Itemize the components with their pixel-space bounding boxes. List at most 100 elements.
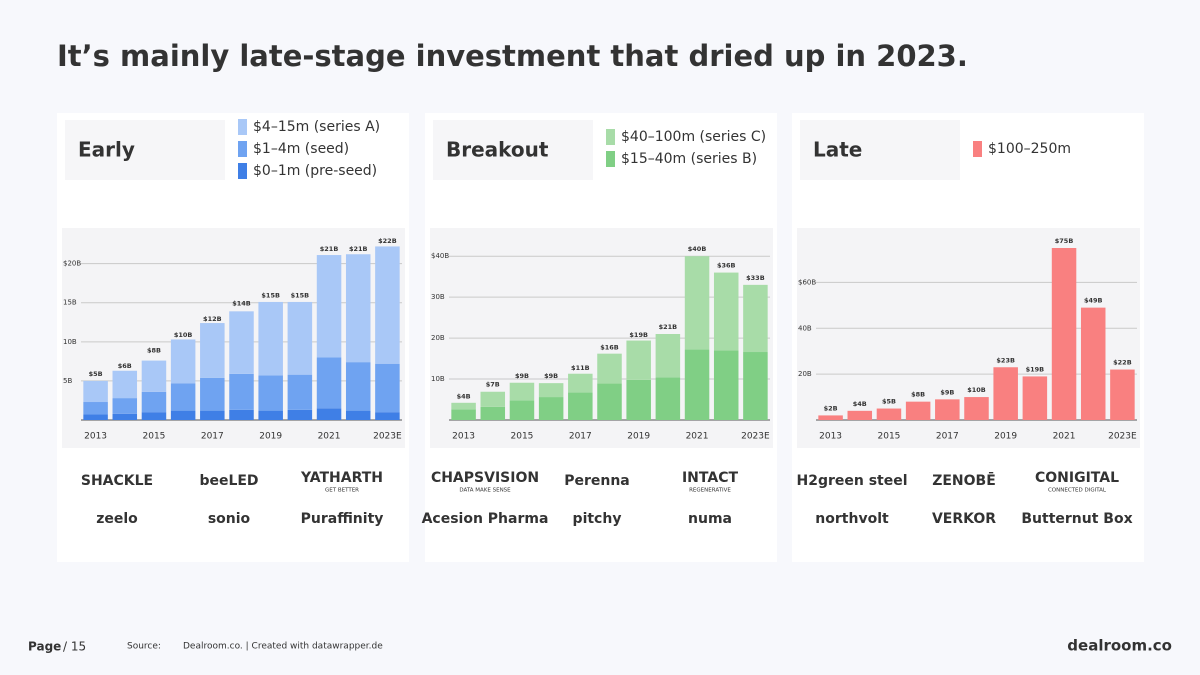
legend-swatch bbox=[973, 141, 982, 157]
y-tick-label: 10B bbox=[431, 375, 445, 383]
logo: SHACKLE bbox=[81, 473, 153, 489]
total-label: $10B bbox=[174, 331, 193, 339]
y-tick-label: 5B bbox=[63, 377, 72, 385]
bar-segment bbox=[316, 408, 342, 420]
y-tick-label: 15B bbox=[63, 299, 77, 307]
total-label: $15B bbox=[291, 292, 310, 300]
slide-title: It’s mainly late-stage investment that d… bbox=[57, 39, 968, 73]
bar-segment bbox=[480, 406, 506, 420]
total-label: $6B bbox=[118, 362, 132, 370]
bar-segment bbox=[597, 383, 622, 420]
x-tick-label: 2021 bbox=[686, 432, 709, 442]
panel-header bbox=[433, 120, 593, 180]
total-label: $36B bbox=[717, 262, 736, 270]
value-label: $8B bbox=[911, 391, 925, 399]
value-label: $9B bbox=[940, 388, 954, 396]
legend-label: $1–4m (seed) bbox=[253, 141, 349, 157]
bar-segment bbox=[597, 353, 622, 384]
bar-segment bbox=[538, 397, 564, 420]
bar-segment bbox=[655, 334, 681, 378]
logo: YATHARTH bbox=[300, 470, 383, 486]
logo: INTACT bbox=[682, 470, 738, 486]
total-label: $11B bbox=[571, 364, 590, 372]
bar-segment bbox=[1110, 369, 1135, 420]
logo: numa bbox=[688, 511, 732, 527]
bar-segment bbox=[684, 256, 710, 350]
value-label: $2B bbox=[824, 404, 838, 412]
panels: Early $4–15m (series A) $1–4m (seed) $0–1m … bbox=[57, 113, 1144, 562]
bar-segment bbox=[287, 301, 313, 375]
value-label: $10B bbox=[967, 386, 986, 394]
bar-segment bbox=[345, 362, 371, 411]
page-count: / 15 bbox=[63, 640, 86, 654]
bar-segment bbox=[258, 375, 283, 411]
bar-segment bbox=[876, 408, 902, 420]
logo: CHAPSVISION bbox=[431, 470, 539, 486]
bar-segment bbox=[847, 410, 873, 420]
bar-segment bbox=[451, 402, 476, 410]
bar-segment bbox=[964, 397, 989, 420]
source-label: Source: bbox=[127, 642, 161, 652]
bar-segment bbox=[993, 367, 1018, 420]
bar-segment bbox=[229, 311, 254, 374]
bar-segment bbox=[626, 340, 651, 380]
logo-tagline: DATA MAKE SENSE bbox=[459, 488, 511, 494]
logo: VERKOR bbox=[932, 511, 996, 527]
bar-segment bbox=[818, 415, 843, 420]
value-label: $49B bbox=[1084, 297, 1103, 305]
value-label: $4B bbox=[853, 400, 867, 408]
x-tick-label: 2013 bbox=[819, 432, 842, 442]
x-tick-label: 2019 bbox=[994, 432, 1017, 442]
total-label: $40B bbox=[688, 245, 707, 253]
x-tick-label: 2023E bbox=[1108, 432, 1137, 442]
legend-swatch bbox=[238, 141, 247, 157]
bar-segment bbox=[345, 410, 371, 420]
logo-tagline: CONNECTED DIGITAL bbox=[1048, 488, 1107, 494]
bar-segment bbox=[83, 414, 108, 420]
x-tick-label: 2015 bbox=[878, 432, 901, 442]
logo-tagline: GET BETTER bbox=[325, 488, 359, 494]
x-tick-label: 2019 bbox=[627, 432, 650, 442]
y-tick-label: $20B bbox=[63, 260, 81, 268]
legend-label: $4–15m (series A) bbox=[253, 119, 380, 135]
bar-segment bbox=[568, 373, 593, 393]
logo-tagline: REGENERATIVE bbox=[689, 488, 731, 494]
total-label: $19B bbox=[629, 331, 648, 339]
y-tick-label: $40B bbox=[431, 252, 449, 260]
total-label: $12B bbox=[203, 315, 222, 323]
logo: Acesion Pharma bbox=[422, 511, 549, 527]
bar-segment bbox=[287, 374, 313, 410]
bar-segment bbox=[200, 323, 225, 378]
brand-logo: dealroom.co bbox=[1067, 637, 1172, 655]
logo: pitchy bbox=[573, 511, 622, 527]
bar-segment bbox=[200, 377, 225, 411]
bar-segment bbox=[287, 409, 313, 420]
logo: H2green steel bbox=[796, 473, 907, 489]
logo: CONIGITAL bbox=[1035, 470, 1119, 486]
bar-segment bbox=[112, 398, 138, 414]
bar-segment bbox=[935, 399, 960, 420]
legend-swatch bbox=[606, 129, 615, 145]
y-tick-label: 30B bbox=[431, 293, 445, 301]
x-tick-label: 2021 bbox=[318, 432, 341, 442]
bar-segment bbox=[743, 352, 768, 420]
total-label: $21B bbox=[349, 245, 368, 253]
legend-label: $15–40m (series B) bbox=[621, 151, 757, 167]
x-tick-label: 2021 bbox=[1053, 432, 1076, 442]
value-label: $19B bbox=[1026, 365, 1045, 373]
legend-swatch bbox=[606, 151, 615, 167]
x-tick-label: 2019 bbox=[259, 432, 282, 442]
bar-segment bbox=[200, 410, 225, 420]
y-tick-label: 20B bbox=[798, 370, 812, 378]
panel-title: Late bbox=[813, 138, 862, 162]
x-tick-label: 2023E bbox=[741, 432, 770, 442]
bar-segment bbox=[375, 363, 400, 413]
page-label: Page bbox=[28, 640, 61, 654]
bar-segment bbox=[1051, 248, 1077, 420]
bar-segment bbox=[568, 392, 593, 420]
bar-segment bbox=[509, 400, 535, 420]
bar-segment bbox=[538, 383, 564, 398]
logo: zeelo bbox=[96, 511, 138, 527]
bar-segment bbox=[655, 377, 681, 420]
